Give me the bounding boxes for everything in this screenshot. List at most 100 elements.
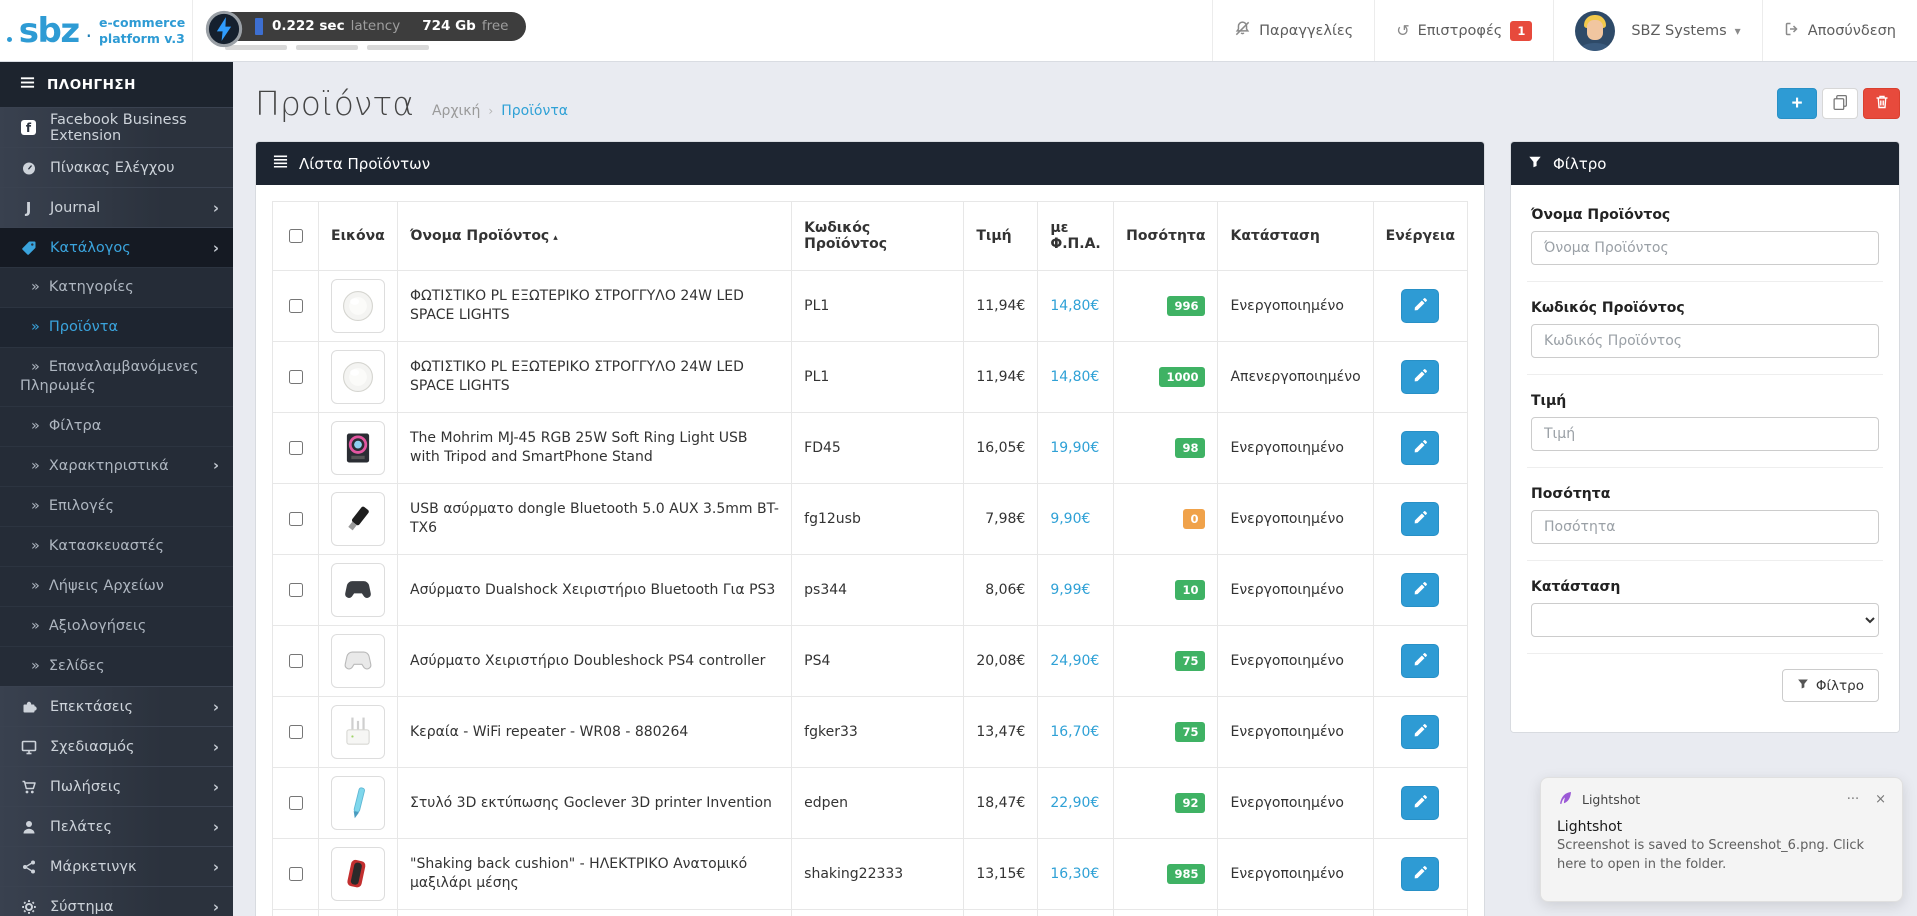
row-checkbox[interactable] <box>289 511 303 526</box>
sidebar-item-system[interactable]: Σύστημα › <box>0 886 233 916</box>
product-price-vat: 19,90€ <box>1037 412 1115 484</box>
sign-out-icon <box>1784 21 1800 41</box>
product-price-vat: 19,99€ <box>1037 909 1115 916</box>
row-checkbox[interactable] <box>289 298 303 313</box>
row-checkbox[interactable] <box>289 369 303 384</box>
sidebar-item-downloads[interactable]: » Λήψεις Αρχείων <box>0 566 233 606</box>
breadcrumb-current[interactable]: Προϊόντα <box>501 103 568 119</box>
product-name: Στυλό 3D εκτύπωσης Goclever 3D printer I… <box>396 767 793 839</box>
edit-product-button[interactable] <box>1401 502 1440 536</box>
product-price-vat: 16,70€ <box>1037 696 1115 768</box>
product-name-filter-label: Όνομα Προϊόντος <box>1531 207 1671 223</box>
double-arrow-icon: » <box>31 578 40 594</box>
delete-button[interactable] <box>1863 88 1900 119</box>
product-status: Ενεργοποιημένο <box>1217 838 1374 910</box>
copy-button[interactable] <box>1822 88 1858 119</box>
lightshot-toast[interactable]: Lightshot ··· × Lightshot Screenshot is … <box>1540 777 1903 902</box>
status-filter[interactable] <box>1531 603 1879 637</box>
column-price-sort[interactable]: Τιμή <box>963 201 1039 271</box>
row-checkbox[interactable] <box>289 724 303 739</box>
trash-icon <box>1874 94 1890 113</box>
sidebar-item-pages[interactable]: » Σελίδες <box>0 646 233 686</box>
sidebar-item-options[interactable]: » Επιλογές <box>0 486 233 526</box>
edit-product-button[interactable] <box>1401 431 1440 465</box>
row-checkbox[interactable] <box>289 440 303 455</box>
row-checkbox[interactable] <box>289 866 303 881</box>
orders-nav-item[interactable]: Παραγγελίες <box>1212 0 1374 61</box>
sidebar-item-label: Σύστημα <box>50 898 114 915</box>
sidebar-item-design[interactable]: Σχεδιασμός › <box>0 726 233 766</box>
model-filter-group: Κωδικός Προϊόντος <box>1527 282 1883 375</box>
edit-product-button[interactable] <box>1401 857 1440 891</box>
double-arrow-icon: » <box>31 458 40 474</box>
row-checkbox[interactable] <box>289 582 303 597</box>
quantity-filter[interactable] <box>1531 510 1879 544</box>
sidebar-item-categories[interactable]: » Κατηγορίες <box>0 267 233 307</box>
sidebar-item-attributes[interactable]: » Χαρακτηριστικά › <box>0 446 233 486</box>
row-checkbox[interactable] <box>289 653 303 668</box>
edit-product-button[interactable] <box>1401 786 1440 820</box>
sidebar-item-label: Κατάλογος <box>50 239 131 256</box>
returns-nav-item[interactable]: ↺ Επιστροφές 1 <box>1374 0 1553 61</box>
sidebar-menu: f Facebook Business Extension Πίνακας Ελέγ… <box>0 107 233 916</box>
product-price: 8,06€ <box>963 554 1039 626</box>
column-vat: με Φ.Π.Α. <box>1037 201 1115 271</box>
model-filter[interactable] <box>1531 324 1879 358</box>
product-row: Ασύρματο Dualshock Χειριστήριο Bluetooth… <box>272 554 1469 626</box>
sidebar-subitem-label: Φίλτρα <box>48 418 102 434</box>
sidebar-item-extensions[interactable]: Επεκτάσεις › <box>0 686 233 726</box>
product-name-filter[interactable] <box>1531 231 1879 265</box>
price-filter[interactable] <box>1531 417 1879 451</box>
column-name-sort[interactable]: Όνομα Προϊόντος ▴ <box>396 201 793 271</box>
pencil-icon <box>1413 652 1428 670</box>
sidebar-item-filters[interactable]: » Φίλτρα <box>0 406 233 446</box>
apply-filter-label: Φίλτρο <box>1815 677 1864 694</box>
product-model: No7 <box>791 909 965 916</box>
sidebar-item-catalog[interactable]: Κατάλογος › <box>0 227 233 267</box>
edit-product-button[interactable] <box>1401 715 1440 749</box>
sidebar-item-recurring-payments[interactable]: » Επαναλαμβανόμενες Πληρωμές <box>0 347 233 406</box>
row-checkbox[interactable] <box>289 795 303 810</box>
sidebar-subitem-label: Κατηγορίες <box>48 279 134 295</box>
quantity-badge: 75 <box>1175 722 1206 742</box>
bolt-icon <box>205 10 243 52</box>
product-model: PS4 <box>791 625 965 697</box>
brand-tagline: e-commerce platform v.3 <box>99 15 185 46</box>
logout-nav-item[interactable]: Αποσύνδεση <box>1761 0 1917 61</box>
edit-product-button[interactable] <box>1401 289 1440 323</box>
toast-menu-button[interactable]: ··· <box>1846 792 1860 807</box>
column-model-sort[interactable]: Κωδικός Προϊόντος <box>791 201 965 271</box>
sidebar-item-customers[interactable]: Πελάτες › <box>0 806 233 846</box>
sidebar-item-products[interactable]: » Προϊόντα <box>0 307 233 347</box>
column-status-sort[interactable]: Κατάσταση <box>1217 201 1374 271</box>
edit-product-button[interactable] <box>1401 644 1440 678</box>
sidebar-item-manufacturers[interactable]: » Κατασκευαστές <box>0 526 233 566</box>
account-nav-item[interactable]: SBZ Systems ▾ <box>1553 0 1761 61</box>
toast-close-button[interactable]: × <box>1875 792 1886 807</box>
sidebar-item-label: Επεκτάσεις <box>50 698 134 715</box>
product-status: Ενεργοποιημένο <box>1217 412 1374 484</box>
logo-dot-icon <box>6 37 12 42</box>
sidebar-item-journal[interactable]: J Journal › <box>0 187 233 227</box>
edit-product-button[interactable] <box>1401 573 1440 607</box>
facebook-icon: f <box>20 120 37 135</box>
sidebar-item-label: Facebook Business Extension <box>50 111 187 144</box>
returns-badge: 1 <box>1510 20 1533 41</box>
sidebar-item-facebook-extension[interactable]: f Facebook Business Extension <box>0 107 233 147</box>
breadcrumb-home[interactable]: Αρχική <box>431 103 481 119</box>
logo[interactable]: sbz · e-commerce platform v.3 <box>0 0 193 61</box>
select-all-checkbox[interactable] <box>289 228 303 243</box>
sidebar-item-reviews[interactable]: » Αξιολογήσεις <box>0 606 233 646</box>
sidebar-item-dashboard[interactable]: Πίνακας Ελέγχου <box>0 147 233 187</box>
sidebar-item-sales[interactable]: Πωλήσεις › <box>0 766 233 806</box>
edit-product-button[interactable] <box>1401 360 1440 394</box>
sidebar-subitem-label: Αξιολογήσεις <box>48 618 147 634</box>
add-product-button[interactable]: + <box>1777 88 1817 119</box>
apply-filter-button[interactable]: Φίλτρο <box>1781 669 1879 702</box>
sidebar-item-marketing[interactable]: Μάρκετινγκ › <box>0 846 233 886</box>
sidebar: ΠΛΟΗΓΗΣΗ f Facebook Business Extension Πίν… <box>0 62 233 916</box>
page-title: Προϊόντα <box>255 84 414 123</box>
orders-label: Παραγγελίες <box>1259 22 1354 39</box>
column-quantity-sort[interactable]: Ποσότητα <box>1113 201 1219 271</box>
